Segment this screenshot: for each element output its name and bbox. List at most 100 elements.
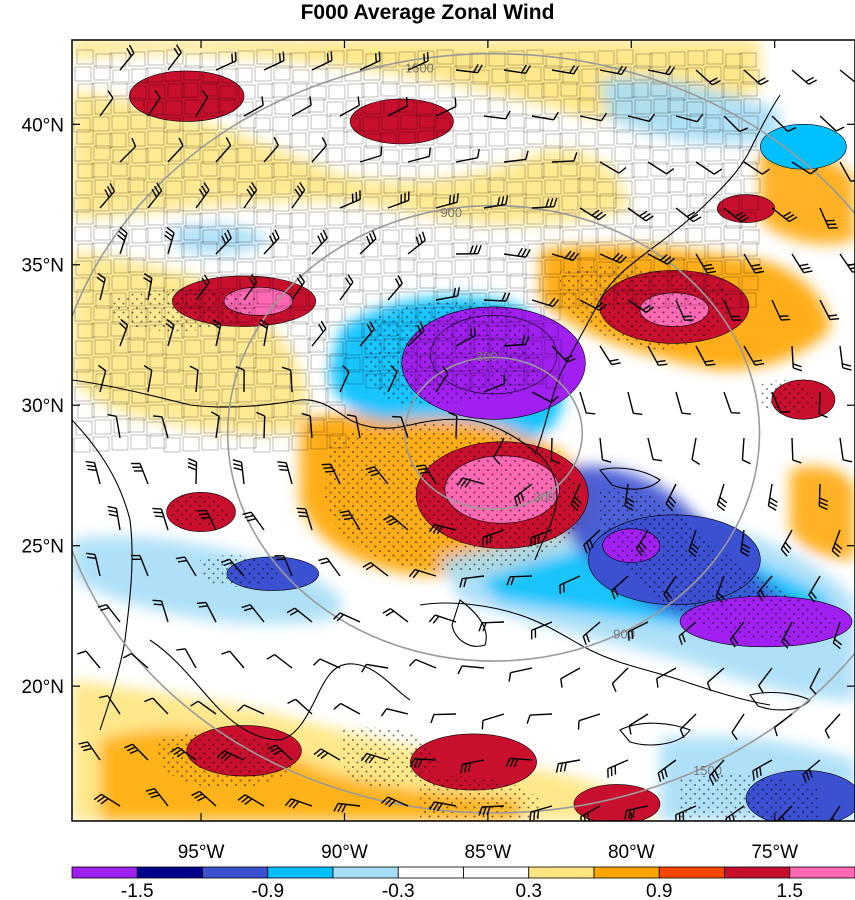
wind-barb [831,529,843,558]
wind-barb [723,299,742,321]
wind-barb [580,805,601,821]
wind-barb [359,230,377,255]
wind-barb [627,113,656,122]
wind-barb [695,69,721,86]
wind-barb [291,96,312,117]
lat-tick-label: 35°N [22,256,64,277]
wind-barb [771,391,790,413]
wind-barb [791,161,819,175]
wind-barb [824,713,841,739]
wind-barb [448,411,458,439]
wind-barb [130,554,149,577]
wind-barb [235,366,245,393]
wind-barb [514,483,533,507]
wind-barb [657,759,677,782]
wind-barb [263,229,280,255]
wind-barb [195,89,209,117]
wind-barb [731,713,745,741]
wind-barb [483,292,511,302]
plot-frame [71,39,855,822]
wind-barb [599,65,628,76]
colorbar-swatch [332,866,399,879]
wind-barb [97,603,121,623]
range-ring-label: 900 [440,205,462,220]
wind-barb [291,182,306,209]
wind-barb [506,575,533,586]
wind-barb [143,273,153,301]
wind-barb [333,702,361,715]
colorbar-swatch [267,866,334,879]
wind-barb [526,713,553,724]
wind-barb [776,805,793,821]
wind-barb [215,229,232,255]
wind-barb [339,274,354,301]
wind-barb [723,207,750,223]
wind-barb [96,272,106,301]
wind-barb [647,253,675,265]
wind-barb [551,250,580,262]
wind-barb [743,253,765,274]
wind-barb [627,299,655,313]
wind-barb [281,366,293,393]
wind-barb [551,152,578,163]
wind-barb [435,287,461,301]
wind-barb [819,207,838,229]
wind-barb [555,759,581,773]
colorbar-swatch [202,866,269,879]
wind-barb [560,667,581,688]
wind-barb [267,744,293,761]
wind-barb [86,552,101,577]
wind-barb [215,137,232,163]
wind-barb [559,575,581,595]
wind-barb [723,115,749,133]
lon-tick-label: 90°W [321,842,368,863]
colorbar-swatch [724,866,791,879]
wind-barb [627,621,649,641]
field-blob [129,70,245,122]
wind-barb [428,614,457,624]
colorbar: -1.5 -0.9 -0.3 0.3 0.9 1.5 [71,866,855,900]
wind-barb [678,621,697,645]
wind-barb [478,621,505,632]
wind-barb [483,195,509,209]
wind-barb [665,483,677,511]
wind-barb [152,507,169,531]
wind-barb [483,374,506,393]
wind-barb [339,365,350,393]
wind-barb [321,463,341,485]
wind-barb [457,665,485,675]
lat-tick-label: 20°N [22,677,64,698]
range-ring-label: 1500 [693,763,722,778]
wind-barb [339,96,360,117]
wind-barb [695,161,723,175]
wind-barb [212,318,222,347]
wind-barb [628,713,649,735]
wind-barb [107,505,121,531]
lat-tick-label: 30°N [22,396,64,417]
wind-barb [210,411,220,439]
wind-barb [243,274,258,301]
wind-barb [256,411,266,439]
wind-barb [119,137,137,163]
wind-barb [429,801,457,812]
wind-barb [124,743,149,761]
wind-barb [773,713,793,737]
coastlines [72,94,811,746]
colorbar-swatch [658,866,725,879]
wind-barb [791,345,803,372]
wind-barb [187,457,198,485]
wind-barb [196,601,217,623]
wind-barb [78,741,101,761]
wind-barb [767,483,778,511]
wind-barb [599,252,627,264]
wind-barb [647,345,668,367]
range-ring [404,356,584,511]
wind-barb [503,64,531,74]
wind-barb [217,750,245,762]
lat-tick-label: 40°N [22,115,64,136]
wind-barb [98,364,107,393]
wind-barb [551,345,576,363]
colorbar-swatch [136,866,203,879]
range-ring-label: 1500 [405,61,434,76]
wind-barb [579,391,596,415]
